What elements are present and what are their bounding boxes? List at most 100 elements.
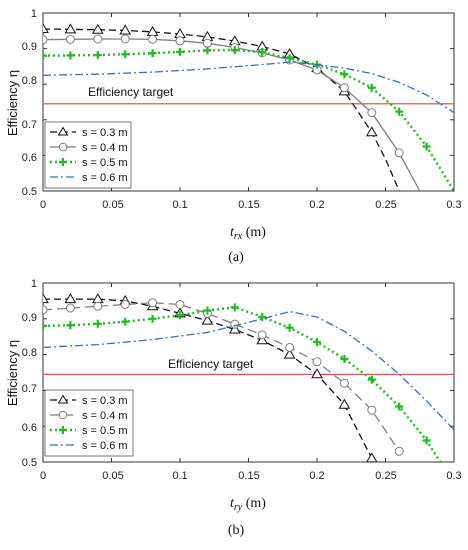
marker-triangle [64,293,77,304]
marker-triangle [283,348,296,359]
legend-label: s = 0.3 m [82,127,128,139]
marker-triangle [91,23,104,34]
marker-circle [257,330,267,340]
legend-marker-plus [59,426,67,434]
y-tick-label: 0.9 [22,41,37,53]
x-tick-label: 0.1 [172,199,187,211]
marker-triangle [119,24,132,35]
legend-entry-a-2: s = 0.5 m [50,157,128,169]
marker-circle [65,34,75,44]
marker-plus [43,321,47,330]
y-tick-label: 0.7 [22,383,37,395]
marker-plus [230,303,239,312]
x-tick-label: 0 [40,199,46,211]
y-tick-label: 0.6 [22,422,37,434]
y-tick-label: 1 [31,278,37,290]
marker-circle [93,301,103,311]
y-ticks-b: 1 0.9 0.8 0.7 0.6 0.5 [22,278,37,469]
marker-plus [285,323,294,332]
marker-plus [176,311,184,320]
marker-plus [258,313,267,322]
marker-plus [230,46,239,55]
y-axis-label-a: Efficiency η [5,70,20,136]
y-tick-label: 0.8 [22,75,37,87]
marker-circle [202,38,212,48]
legend-marker-plus [59,158,67,166]
y-tick-label: 0.9 [22,312,37,324]
marker-triangle [228,323,241,334]
marker-plus [422,436,431,445]
y-axis-label-b: Efficiency η [5,340,20,406]
y-tick-label: 0.7 [22,119,37,131]
marker-plus [203,306,212,315]
legend-label: s = 0.3 m [82,395,128,407]
legend-a: s = 0.3 m s = 0.4 m s = 0.5 m s = 0.6 m [44,121,132,189]
legend-label: s = 0.5 m [82,425,128,437]
legend-b: s = 0.3 m s = 0.4 m s = 0.5 m s = 0.6 m [44,389,134,457]
legend-entry-b-0: s = 0.3 m [50,394,128,407]
x-ticks-b: 0 0.05 0.1 0.15 0.2 0.25 0.3 [40,470,462,482]
marker-circle [120,299,130,309]
marker-triangle [338,398,351,409]
marker-plus [93,51,102,60]
marker-plus [285,54,294,63]
x-tick-label: 0.3 [446,199,461,211]
legend-entry-b-2: s = 0.5 m [50,425,128,437]
legend-marker-circle [58,410,68,420]
y-tick-label: 1 [31,8,37,20]
marker-circle [285,342,295,352]
x-tick-label: 0.2 [309,199,324,211]
x-axis-label-main: t [230,496,235,511]
marker-circle [148,34,158,44]
marker-circle [339,83,349,93]
marker-circle [93,34,103,44]
y-tick-label: 0.6 [22,152,37,164]
x-tick-label: 0.05 [102,199,123,211]
marker-triangle [146,25,159,36]
series-line-s-0-6-m [43,61,454,114]
legend-entry-a-1: s = 0.4 m [50,142,128,154]
panel-a: Efficiency η 1 0.9 0.8 0.7 0.6 0.5 0 0.0… [5,8,462,265]
series-group-a [42,12,455,192]
panel-b: Efficiency η 1 0.9 0.8 0.7 0.6 0.5 0 0.0… [5,278,462,538]
marker-circle [43,305,48,315]
marker-plus [148,49,157,58]
x-axis-label-main: t [230,225,235,240]
annotation-efficiency-target-a: Efficiency target [88,85,174,99]
marker-plus [148,314,157,323]
series-group-b [42,282,455,463]
marker-circle [175,299,185,309]
legend-entry-a-3: s = 0.6 m [50,172,128,184]
x-tick-label: 0 [40,470,46,482]
x-axis-label-a: trx (m) [230,225,266,242]
marker-triangle [311,368,323,379]
legend-label: s = 0.6 m [82,440,128,452]
legend-label: s = 0.4 m [82,142,128,154]
marker-plus [93,319,102,328]
marker-plus [340,70,349,79]
x-tick-label: 0.15 [238,470,259,482]
marker-triangle [43,23,49,34]
y-tick-label: 0.5 [22,186,37,198]
marker-plus [395,402,404,411]
marker-circle [394,446,404,456]
x-axis-label-b: try (m) [230,496,266,513]
legend-box-a [44,121,132,189]
y-tick-label: 0.5 [22,457,37,469]
legend-label: s = 0.4 m [82,410,128,422]
marker-circle [367,405,377,415]
marker-circle [394,148,404,158]
plot-area-b [43,293,454,462]
x-axis-label-unit: (m) [242,225,266,240]
marker-triangle [366,452,378,462]
marker-triangle [365,126,378,137]
marker-plus [422,142,431,151]
marker-circle [120,34,130,44]
marker-plus [395,107,404,116]
y-tick-label: 0.8 [22,347,37,359]
marker-triangle [91,293,104,304]
x-tick-label: 0.05 [102,470,123,482]
marker-circle [339,378,349,388]
marker-plus [367,83,376,92]
